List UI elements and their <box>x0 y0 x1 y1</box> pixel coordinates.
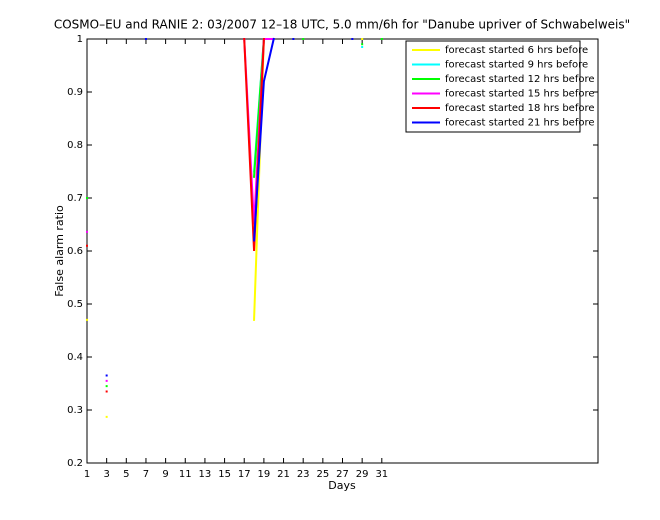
x-tick-label: 19 <box>258 469 271 480</box>
x-tick-label: 11 <box>179 469 192 480</box>
y-tick-label: 0.6 <box>67 246 83 257</box>
legend-label: forecast started 15 hrs before <box>445 89 595 100</box>
series-line <box>105 37 354 377</box>
y-tick-label: 0.4 <box>67 352 83 363</box>
x-tick-label: 7 <box>143 469 149 480</box>
legend-label: forecast started 21 hrs before <box>445 118 595 129</box>
y-tick-label: 0.9 <box>67 87 83 98</box>
series-line <box>86 37 364 418</box>
legend-box <box>405 40 581 133</box>
x-tick-label: 1 <box>84 469 90 480</box>
x-tick-label: 23 <box>297 469 310 480</box>
x-tick-label: 29 <box>356 469 369 480</box>
y-tick-label: 1 <box>77 34 83 45</box>
series-line <box>86 37 265 393</box>
y-tick-label: 0.5 <box>67 299 83 310</box>
y-axis-label: False alarm ratio <box>53 205 66 297</box>
y-tick-label: 0.3 <box>67 405 83 416</box>
x-tick-label: 21 <box>277 469 290 480</box>
x-tick-label: 9 <box>162 469 168 480</box>
x-tick-label: 25 <box>316 469 329 480</box>
x-tick-label: 15 <box>218 469 231 480</box>
x-tick-label: 31 <box>375 469 388 480</box>
x-tick-label: 3 <box>103 469 109 480</box>
x-tick-label: 13 <box>199 469 212 480</box>
x-axis-label: Days <box>328 479 356 492</box>
legend: forecast started 6 hrs before forecast st… <box>405 40 595 133</box>
x-tick-label: 27 <box>336 469 349 480</box>
chart-title: COSMO–EU and RANIE 2: 03/2007 12–18 UTC,… <box>54 18 630 32</box>
legend-label: forecast started 18 hrs before <box>445 103 595 114</box>
legend-label: forecast started 9 hrs before <box>445 60 588 71</box>
legend-label: forecast started 6 hrs before <box>445 45 588 56</box>
x-tick-label: 17 <box>238 469 251 480</box>
y-tick-label: 0.7 <box>67 193 83 204</box>
legend-label: forecast started 12 hrs before <box>445 74 595 85</box>
y-tick-label: 0.8 <box>67 140 83 151</box>
y-tick-label: 0.2 <box>67 458 83 469</box>
x-tick-label: 5 <box>123 469 129 480</box>
